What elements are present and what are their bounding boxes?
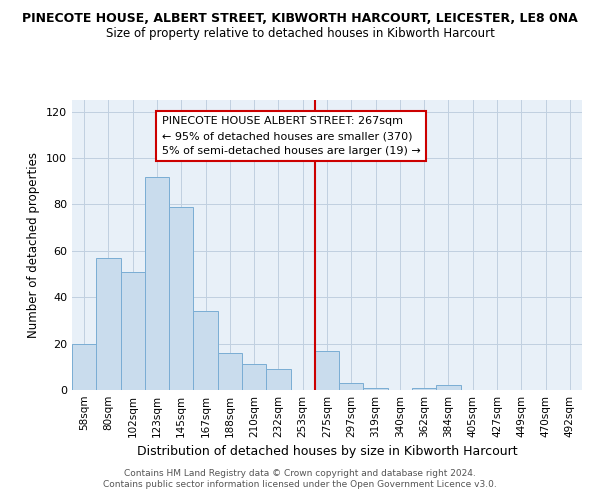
X-axis label: Distribution of detached houses by size in Kibworth Harcourt: Distribution of detached houses by size …	[137, 446, 517, 458]
Bar	[339, 383, 364, 390]
Bar	[169, 206, 193, 390]
Bar	[364, 388, 388, 390]
Bar	[412, 388, 436, 390]
Bar	[96, 258, 121, 390]
Text: PINECOTE HOUSE ALBERT STREET: 267sqm
← 95% of detached houses are smaller (370)
: PINECOTE HOUSE ALBERT STREET: 267sqm ← 9…	[162, 116, 421, 156]
Bar	[436, 386, 461, 390]
Bar	[315, 350, 339, 390]
Text: PINECOTE HOUSE, ALBERT STREET, KIBWORTH HARCOURT, LEICESTER, LE8 0NA: PINECOTE HOUSE, ALBERT STREET, KIBWORTH …	[22, 12, 578, 26]
Bar	[266, 369, 290, 390]
Y-axis label: Number of detached properties: Number of detached properties	[28, 152, 40, 338]
Text: Contains public sector information licensed under the Open Government Licence v3: Contains public sector information licen…	[103, 480, 497, 489]
Text: Size of property relative to detached houses in Kibworth Harcourt: Size of property relative to detached ho…	[106, 28, 494, 40]
Bar	[121, 272, 145, 390]
Bar	[242, 364, 266, 390]
Bar	[145, 176, 169, 390]
Bar	[193, 311, 218, 390]
Bar	[72, 344, 96, 390]
Text: Contains HM Land Registry data © Crown copyright and database right 2024.: Contains HM Land Registry data © Crown c…	[124, 468, 476, 477]
Bar	[218, 353, 242, 390]
